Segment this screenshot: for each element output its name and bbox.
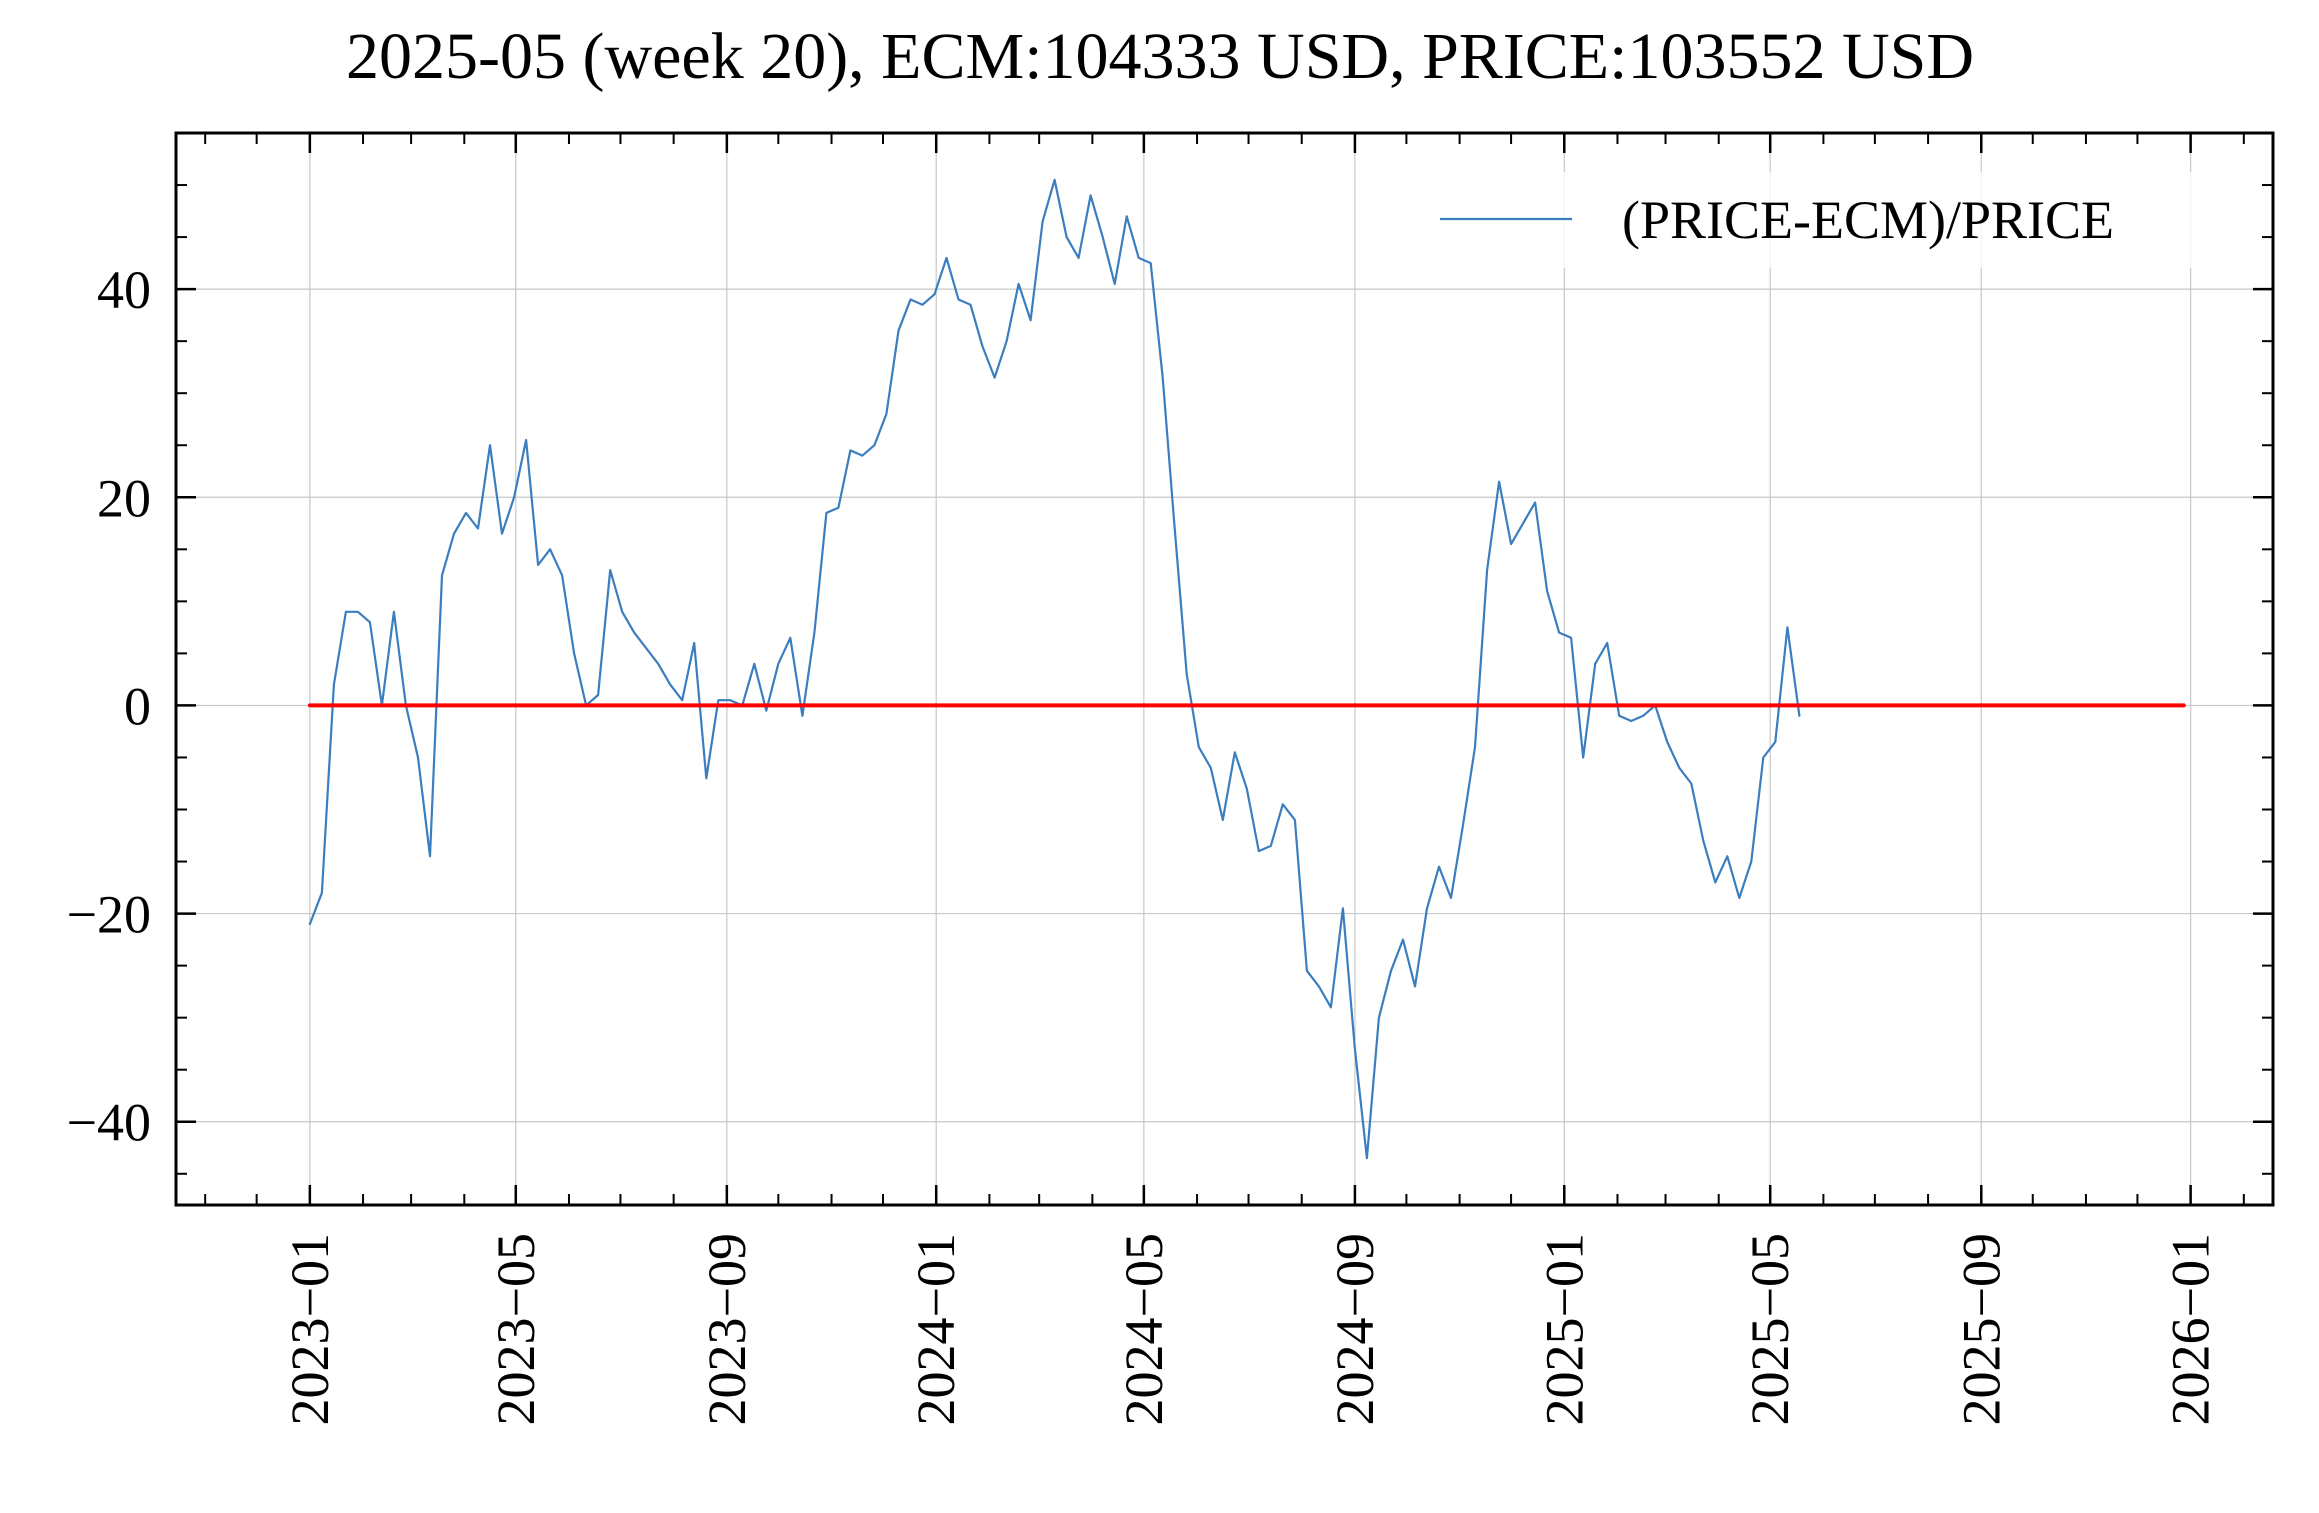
y-tick-label: 20 xyxy=(97,468,151,528)
y-tick-label: 0 xyxy=(124,676,151,736)
legend-label: (PRICE-ECM)/PRICE xyxy=(1622,190,2114,250)
legend: (PRICE-ECM)/PRICE xyxy=(1395,172,2260,268)
axis-ticks xyxy=(176,132,2273,1205)
series-line-price-ecm-ratio xyxy=(308,178,1801,1160)
x-tick-label: 2023−01 xyxy=(280,1233,340,1425)
series-layer xyxy=(307,178,2186,1160)
x-tick-label: 2025−01 xyxy=(1534,1233,1594,1425)
tick-labels: 2023−01 2023−05 2023−09 2024−01 2024−05 2024−… xyxy=(67,260,2221,1425)
x-tick-label: 2024−09 xyxy=(1325,1233,1385,1425)
plot-frame xyxy=(174,131,2275,1207)
y-tick-label: 40 xyxy=(97,260,151,320)
chart-title: 2025-05 (week 20), ECM:104333 USD, PRICE… xyxy=(346,20,1974,93)
x-tick-label: 2026−01 xyxy=(2161,1233,2221,1425)
x-tick-label: 2024−01 xyxy=(906,1233,966,1425)
y-tick-label: −40 xyxy=(67,1093,151,1153)
x-tick-label: 2025−09 xyxy=(1951,1233,2011,1425)
x-tick-label: 2023−05 xyxy=(486,1233,546,1425)
x-tick-label: 2024−05 xyxy=(1114,1233,1174,1425)
grid-lines xyxy=(176,133,2273,1205)
y-tick-label: −20 xyxy=(67,885,151,945)
x-tick-label: 2023−09 xyxy=(697,1233,757,1425)
x-tick-label: 2025−05 xyxy=(1740,1233,1800,1425)
